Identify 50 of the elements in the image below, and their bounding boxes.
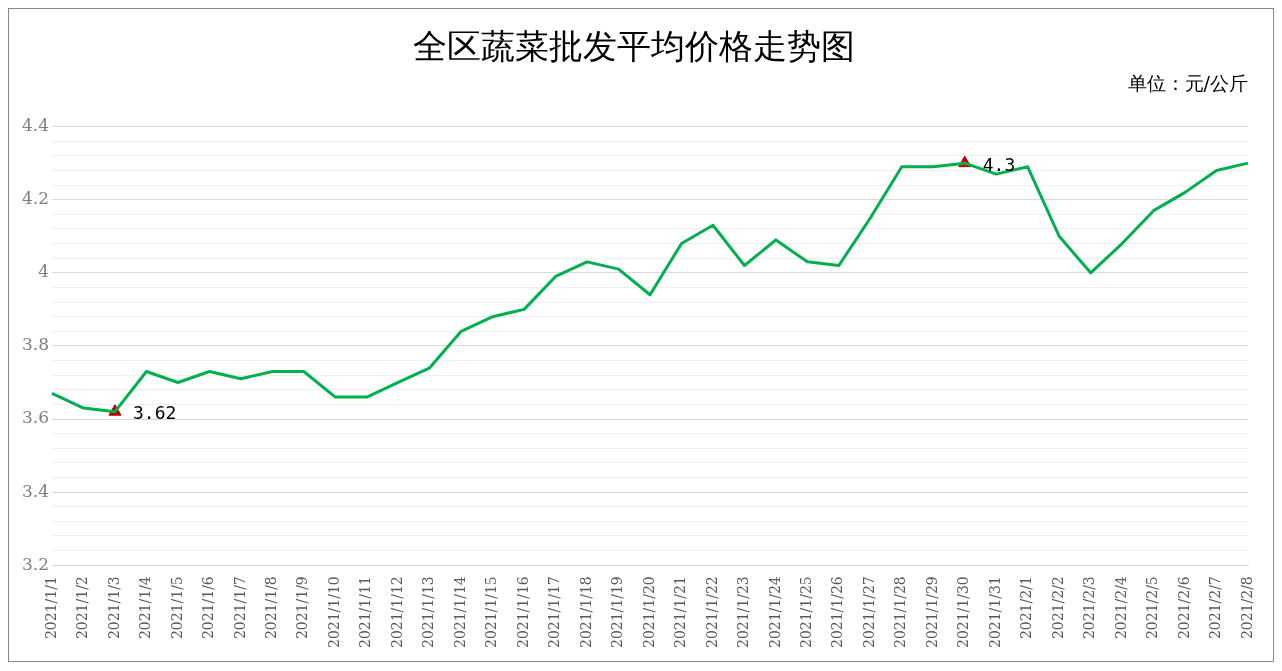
x-tick-label: 2021/1/19 (609, 576, 626, 649)
y-tick-label: 4 (38, 261, 50, 282)
x-tick-label: 2021/1/27 (860, 576, 877, 649)
x-tick-label: 2021/1/3 (105, 576, 122, 640)
x-tick-label: 2021/2/7 (1207, 576, 1224, 640)
x-tick-label: 2021/1/9 (294, 576, 311, 640)
x-tick-label: 2021/1/7 (231, 576, 248, 640)
y-tick-label: 3.8 (21, 334, 50, 355)
x-tick-label: 2021/1/21 (672, 576, 689, 649)
x-tick-label: 2021/2/2 (1049, 576, 1066, 640)
x-tick-label: 2021/1/5 (168, 576, 185, 640)
chart-title: 全区蔬菜批发平均价格走势图 (412, 26, 855, 67)
x-tick-label: 2021/1/24 (766, 576, 783, 649)
x-tick-label: 2021/2/4 (1112, 576, 1129, 640)
x-tick-label: 2021/1/20 (640, 576, 657, 649)
x-tick-label: 2021/1/23 (735, 576, 752, 649)
x-tick-label: 2021/1/2 (74, 576, 91, 640)
y-tick-label: 3.6 (21, 407, 50, 428)
x-tick-label: 2021/1/1 (42, 576, 59, 640)
x-tick-label: 2021/1/11 (357, 576, 374, 649)
x-tick-label: 2021/1/16 (514, 576, 531, 649)
x-tick-label: 2021/1/18 (577, 576, 594, 649)
x-tick-label: 2021/1/29 (923, 576, 940, 649)
x-tick-label: 2021/1/30 (955, 576, 972, 649)
x-tick-label: 2021/2/3 (1081, 576, 1098, 640)
y-tick-label: 4.2 (21, 188, 50, 209)
x-tick-label: 2021/1/12 (388, 576, 405, 649)
x-tick-label: 2021/1/8 (262, 576, 279, 640)
x-tick-label: 2021/1/22 (703, 576, 720, 649)
x-tick-label: 2021/1/25 (798, 576, 815, 649)
chart-subtitle: 单位：元/公斤 (1127, 72, 1248, 95)
data-label: 4.3 (982, 153, 1016, 175)
x-tick-label: 2021/1/14 (451, 576, 468, 649)
x-tick-label: 2021/2/1 (1018, 576, 1035, 640)
x-tick-label: 2021/1/10 (325, 576, 342, 649)
x-tick-label: 2021/1/31 (986, 576, 1003, 649)
x-tick-label: 2021/1/13 (420, 576, 437, 649)
x-tick-label: 2021/2/5 (1144, 576, 1161, 640)
x-tick-label: 2021/1/26 (829, 576, 846, 649)
x-tick-label: 2021/2/8 (1238, 576, 1255, 640)
x-tick-label: 2021/1/15 (483, 576, 500, 649)
y-tick-label: 4.4 (21, 115, 50, 136)
x-tick-label: 2021/2/6 (1175, 576, 1192, 640)
x-tick-label: 2021/1/4 (137, 576, 154, 640)
y-tick-label: 3.4 (21, 480, 50, 501)
x-tick-label: 2021/1/6 (200, 576, 217, 640)
x-tick-label: 2021/1/17 (546, 576, 563, 649)
x-tick-label: 2021/1/28 (892, 576, 909, 649)
data-label: 3.62 (132, 402, 177, 424)
y-tick-label: 3.2 (21, 553, 50, 574)
